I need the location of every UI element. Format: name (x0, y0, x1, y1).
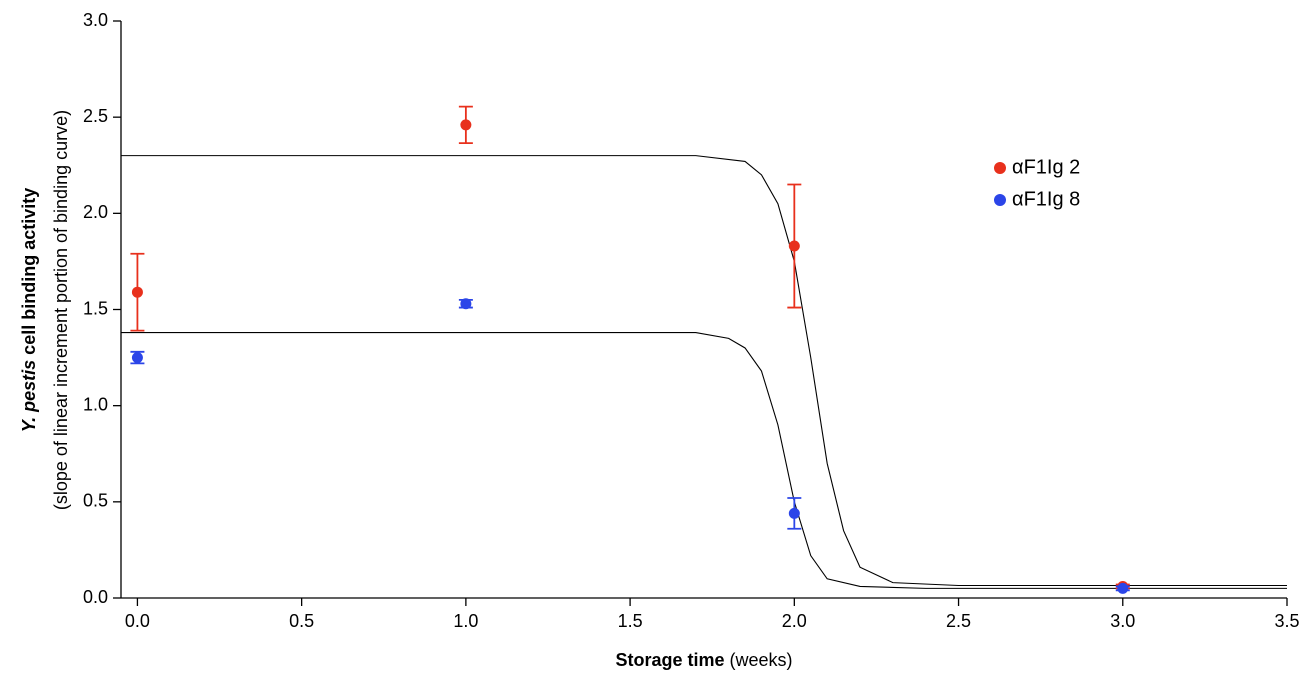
x-label-bold: Storage time (615, 650, 724, 670)
point (460, 298, 472, 310)
y-tick-label: 3.0 (83, 10, 108, 30)
y-tick-label: 0.0 (83, 587, 108, 607)
x-label-unit: (weeks) (730, 650, 793, 670)
y-tick-label: 0.5 (83, 491, 108, 511)
x-tick-label: 2.0 (782, 611, 807, 631)
point (131, 286, 143, 298)
point (788, 240, 800, 252)
x-axis-label: Storage time (weeks) (615, 650, 792, 670)
fit-curve (121, 332, 1287, 589)
y-tick-label: 1.0 (83, 394, 108, 414)
point (131, 352, 143, 364)
y-axis-label: Y. pestis cell binding activity (19, 188, 39, 432)
y-axis-sublabel: (slope of linear increment portion of bi… (51, 110, 71, 510)
y-label-italic: Y. pestis (19, 360, 39, 432)
point (788, 507, 800, 519)
x-tick-label: 3.0 (1110, 611, 1135, 631)
y-tick-label: 2.0 (83, 202, 108, 222)
fit-curve (121, 155, 1287, 587)
point (1117, 582, 1129, 594)
y-tick-label: 2.5 (83, 106, 108, 126)
legend-label: αF1Ig 8 (1012, 188, 1080, 210)
y-tick-label: 1.5 (83, 298, 108, 318)
point (460, 119, 472, 131)
x-tick-label: 3.5 (1274, 611, 1299, 631)
x-tick-label: 1.5 (618, 611, 643, 631)
x-tick-label: 0.0 (125, 611, 150, 631)
legend-label: αF1Ig 2 (1012, 156, 1080, 178)
x-tick-label: 2.5 (946, 611, 971, 631)
legend-marker (994, 162, 1006, 174)
y-label-rest: cell binding activity (19, 188, 39, 355)
legend-marker (994, 194, 1006, 206)
x-tick-label: 0.5 (289, 611, 314, 631)
x-tick-label: 1.0 (453, 611, 478, 631)
